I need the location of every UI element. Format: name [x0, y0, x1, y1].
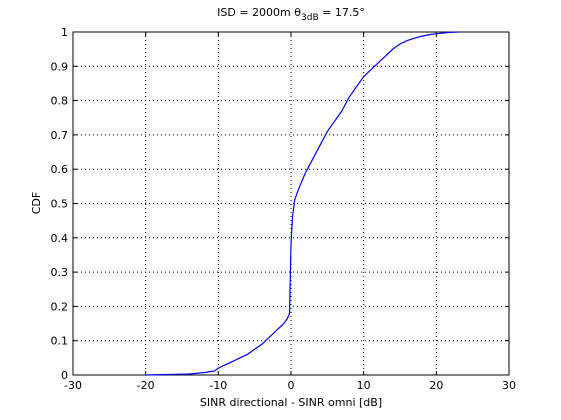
y-tick-label: 0.3	[51, 266, 69, 279]
y-tick-label: 0.9	[51, 60, 69, 73]
series-layer	[145, 31, 459, 376]
x-tick-label: 20	[429, 379, 443, 392]
y-axis-label: CDF	[30, 192, 43, 214]
y-tick-label: 0.4	[51, 232, 69, 245]
cdf-series-line	[145, 31, 459, 376]
x-tick-label: 0	[288, 379, 295, 392]
y-tick-label: 0.1	[51, 335, 69, 348]
y-tick-label: 0.7	[51, 129, 69, 142]
y-tick-label: 0.2	[51, 300, 69, 313]
x-tick-label: -10	[209, 379, 227, 392]
tick-labels: -30 -20 -10 0 10 20 30 0 0.1 0.2 0.3 0.4 0.5 0.6 0.7 0.…	[51, 26, 517, 392]
axis-ticks	[72, 31, 510, 376]
plot-area	[72, 31, 510, 376]
y-tick-label: 1	[61, 26, 68, 39]
y-tick-label: 0	[61, 369, 68, 382]
x-tick-label: -20	[137, 379, 155, 392]
chart-title: ISD = 2000m θ3dB = 17.5°	[217, 6, 365, 23]
x-tick-label: 30	[502, 379, 516, 392]
y-tick-label: 0.5	[51, 198, 69, 211]
y-tick-label: 0.8	[51, 95, 69, 108]
x-tick-label: 10	[357, 379, 371, 392]
grid	[73, 32, 509, 375]
x-axis-label: SINR directional - SINR omni [dB]	[200, 396, 382, 409]
x-tick-label: -30	[64, 379, 82, 392]
y-tick-label: 0.6	[51, 163, 69, 176]
